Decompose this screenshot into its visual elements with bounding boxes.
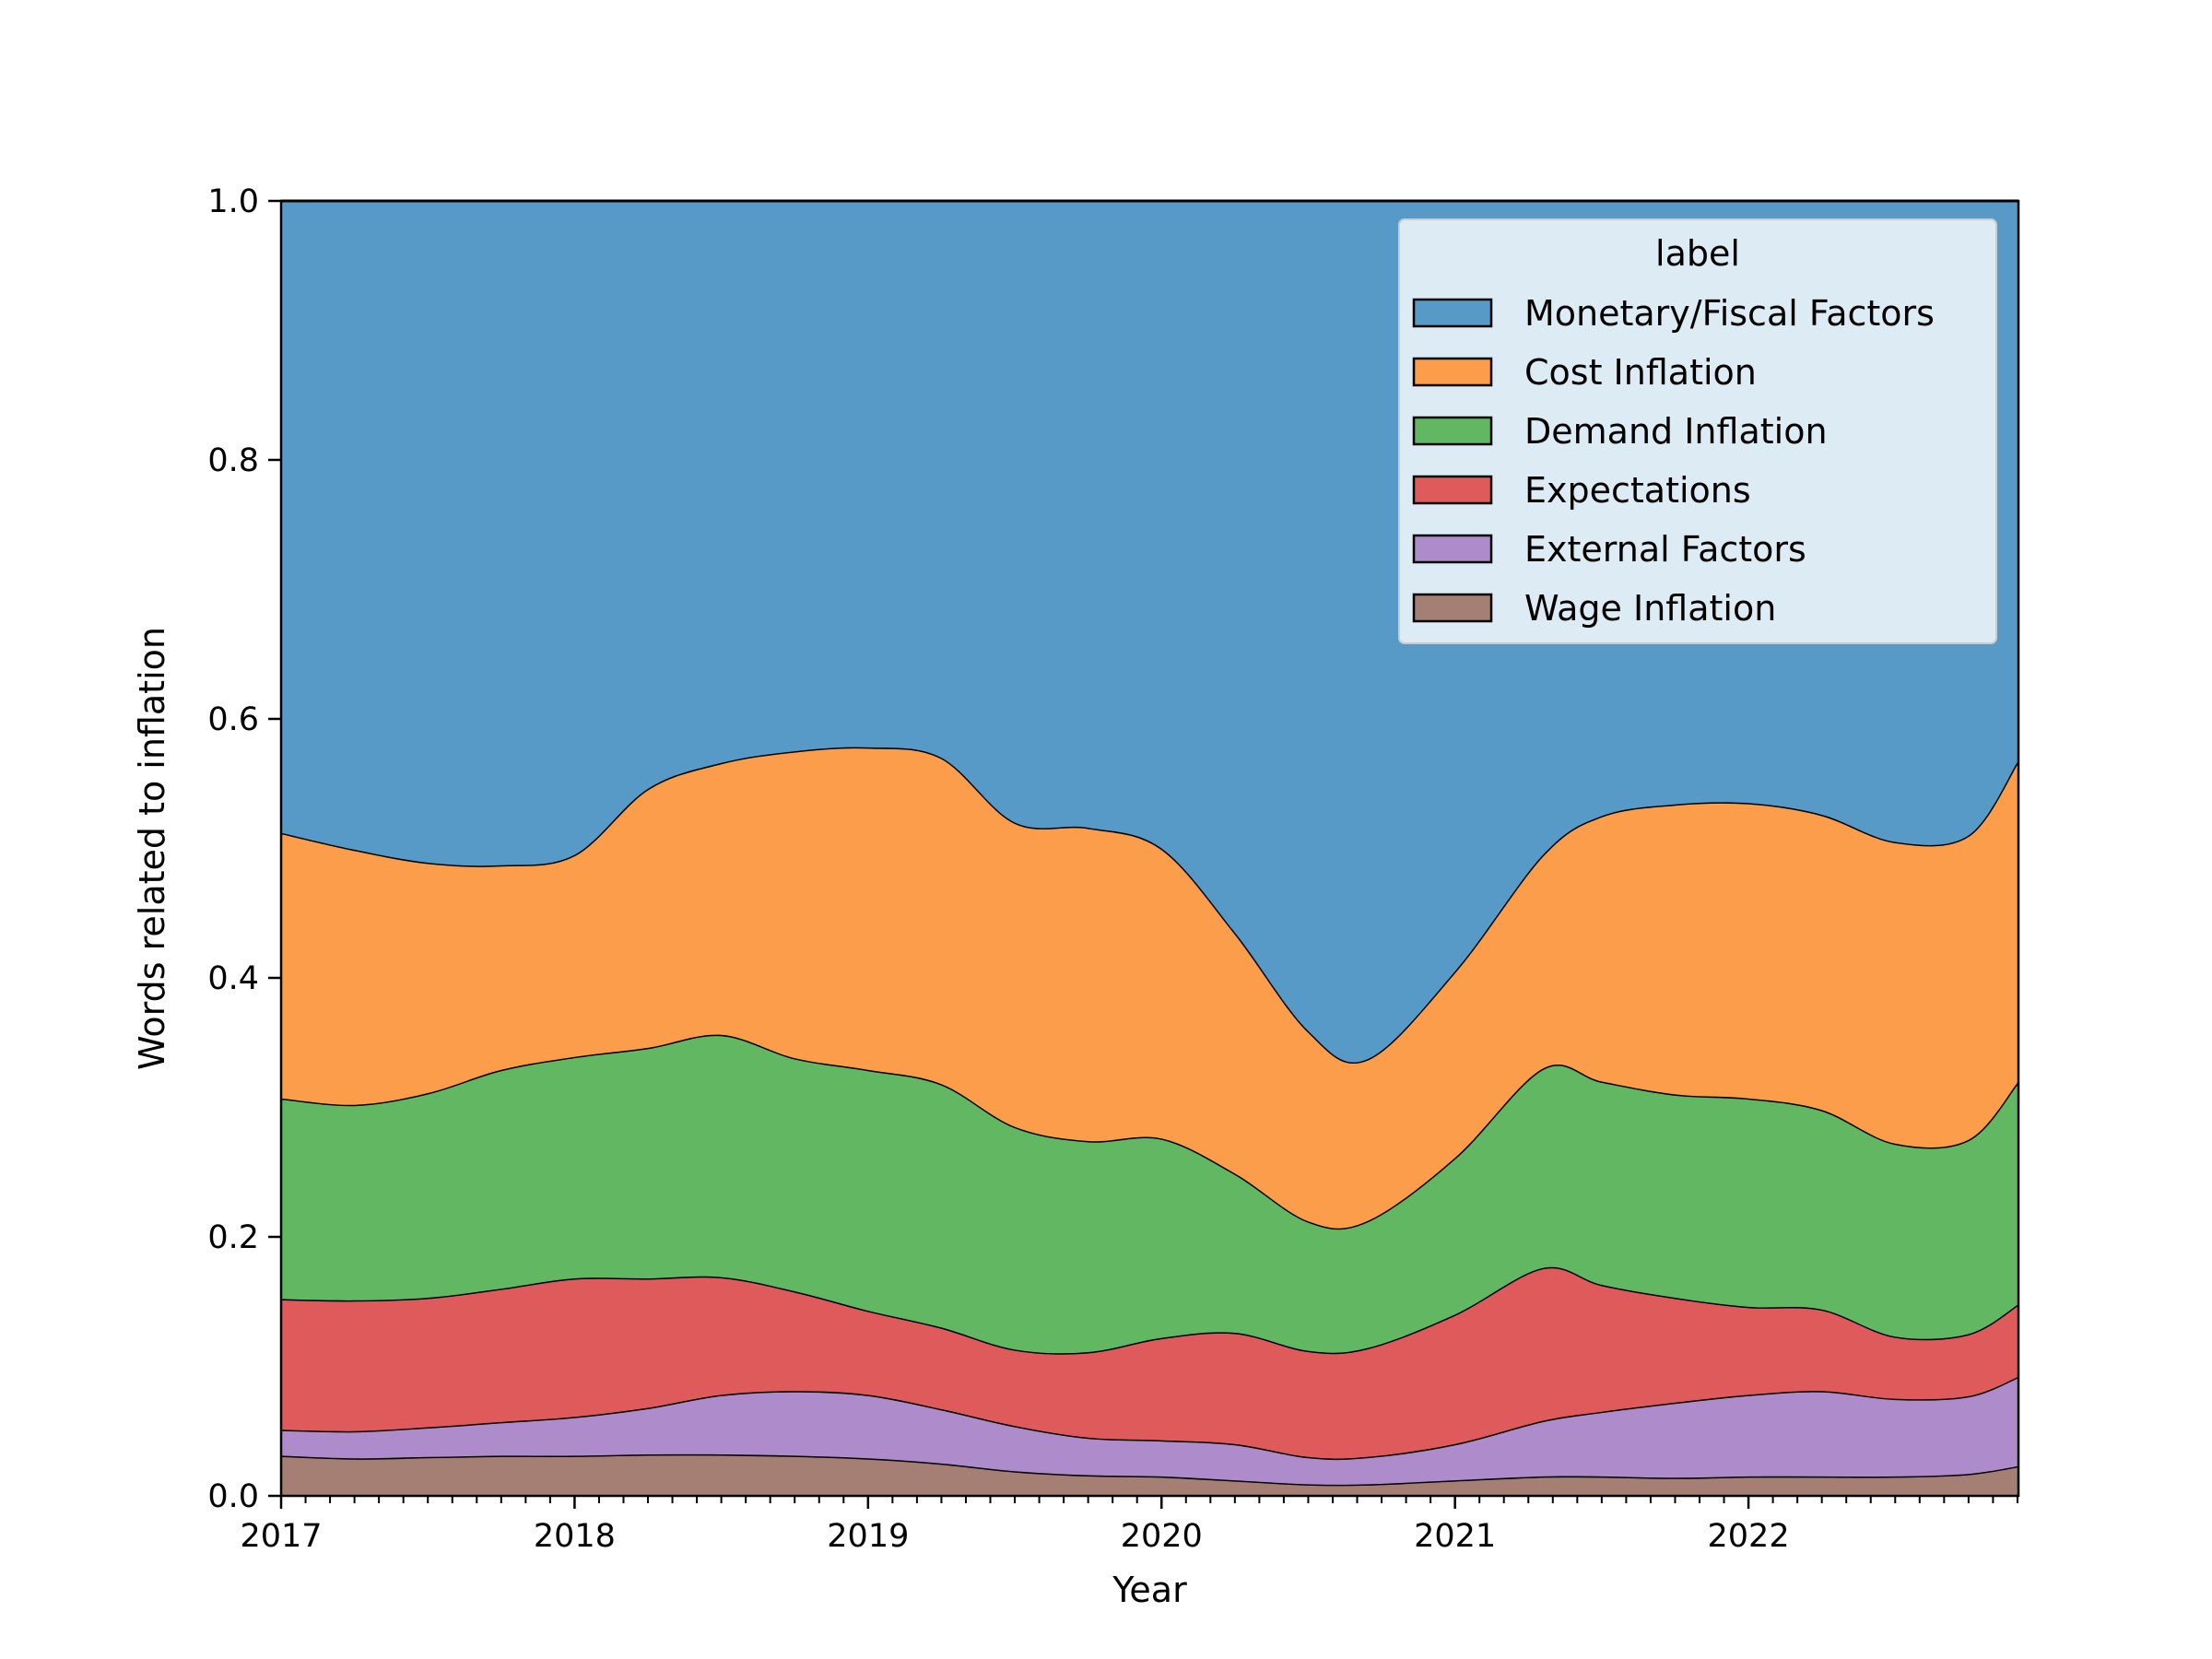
y-axis: 0.0 0.2 0.4 0.6 0.8 1.0 [207,183,281,1515]
y-axis-title: Words related to inflation [132,627,172,1070]
x-tick-label: 2020 [1121,1518,1203,1555]
legend-swatch [1412,416,1493,446]
legend-swatch [1412,298,1493,328]
area-wage-inflation [281,1453,2018,1496]
x-tick-label: 2019 [827,1518,909,1555]
legend-label: Expectations [1524,470,1751,511]
legend-swatch [1412,534,1493,564]
x-tick-label: 2021 [1414,1518,1496,1555]
legend-label: Monetary/Fiscal Factors [1524,293,1935,334]
boundary-line-demand-inflation [280,1033,2020,1230]
y-tick-label: 1.0 [207,183,259,220]
legend-title: label [1655,233,1740,274]
y-tick-label: 0.6 [207,701,259,738]
area-expectations [281,1266,2018,1459]
legend-label: Wage Inflation [1524,588,1776,629]
x-axis: 2017 2018 2019 2020 2021 2022 [240,1496,2018,1555]
area-cost-inflation [281,747,2018,1229]
legend: label Monetary/Fiscal Factors Cost Inflat… [1398,218,1997,644]
legend-items: Monetary/Fiscal Factors Cost Inflation Dem… [1412,293,1935,629]
legend-label: Demand Inflation [1524,411,1828,452]
legend-label: Cost Inflation [1524,352,1757,393]
area-external-factors [281,1376,2018,1485]
legend-swatch [1412,475,1493,505]
legend-swatch [1412,357,1493,387]
y-tick-label: 0.4 [207,960,259,997]
legend-label: External Factors [1524,529,1806,570]
y-tick-label: 0.8 [207,442,259,479]
legend-swatch [1412,593,1493,623]
x-tick-label: 2022 [1708,1518,1790,1555]
legend-box [1398,218,1997,644]
x-tick-label: 2017 [240,1518,322,1555]
y-tick-label: 0.2 [207,1219,259,1256]
plot-frame [279,199,2020,1498]
x-axis-title: Year [1112,1570,1187,1610]
x-tick-label: 2018 [534,1518,616,1555]
area-demand-inflation [281,1034,2018,1354]
y-tick-label: 0.0 [207,1478,259,1515]
